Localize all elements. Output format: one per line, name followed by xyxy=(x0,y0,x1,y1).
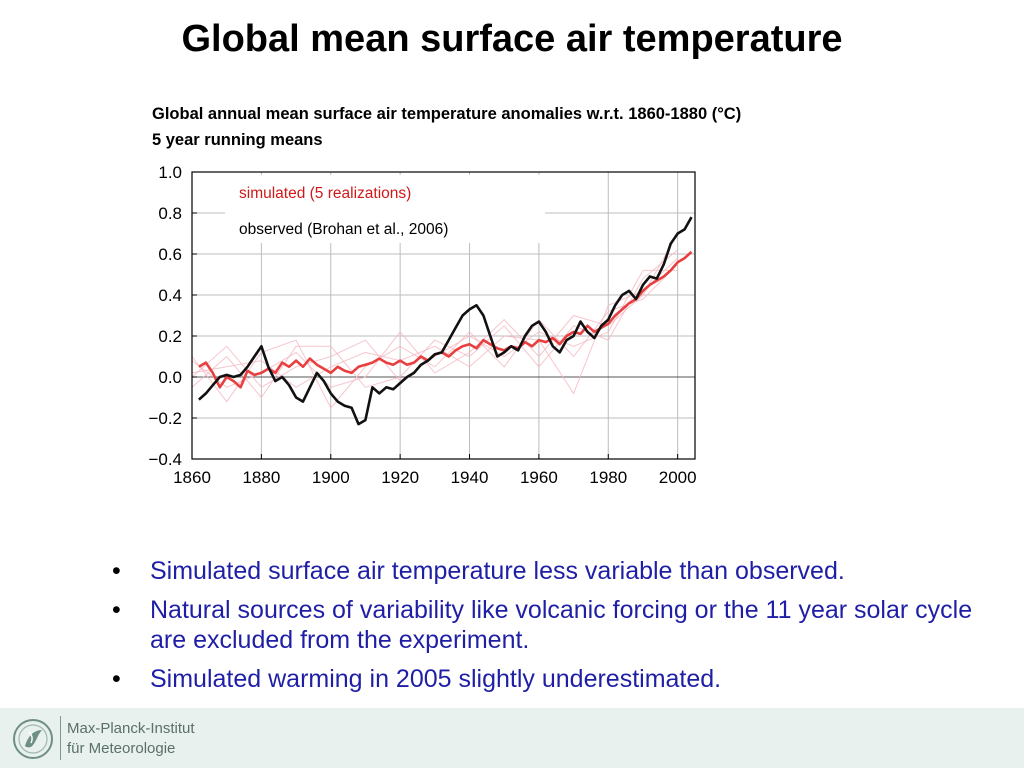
y-tick-label: 0.2 xyxy=(158,327,182,346)
x-tick-label: 1920 xyxy=(381,468,419,487)
chart-subtitle: 5 year running means xyxy=(152,131,323,149)
simulated-line xyxy=(198,250,693,389)
x-tick-label: 1880 xyxy=(242,468,280,487)
bullet-marker: • xyxy=(112,557,121,585)
legend-background xyxy=(225,175,545,243)
y-tick-label: 1.0 xyxy=(158,163,182,182)
series xyxy=(198,216,693,426)
institute-name-line1: Max-Planck-Institut xyxy=(67,720,195,737)
plot-frame xyxy=(191,171,696,460)
bullet-item: • Simulated warming in 2005 slightly und… xyxy=(112,664,992,694)
y-tick-label: 0.6 xyxy=(158,245,182,264)
slide-title: Global mean surface air temperature xyxy=(181,18,843,60)
realization-line-1 xyxy=(191,263,679,409)
bullet-marker: • xyxy=(112,596,121,624)
legend-entry-observed: observed (Brohan et al., 2006) xyxy=(239,221,448,238)
y-tick-label: −0.2 xyxy=(148,409,182,428)
observed-line xyxy=(198,216,693,426)
bullet-item: • Natural sources of variability like vo… xyxy=(112,595,992,655)
realization-line-4 xyxy=(191,233,679,388)
realization-line-5 xyxy=(191,269,678,388)
chart-title-block: Global annual mean surface air temperatu… xyxy=(152,101,741,153)
institute-name: Max-Planck-Institut für Meteorologie xyxy=(67,719,195,759)
bullet-text: Natural sources of variability like volc… xyxy=(150,596,973,654)
bullet-text: Simulated surface air temperature less v… xyxy=(150,557,845,585)
legend-entry-simulated: simulated (5 realizations) xyxy=(239,185,411,202)
footer-divider xyxy=(60,716,61,760)
chart-title: Global annual mean surface air temperatu… xyxy=(152,105,742,123)
minerva-logo-icon xyxy=(13,719,53,759)
bullet-item: • Simulated surface air temperature less… xyxy=(112,556,992,586)
tick-labels: 1860 1880 1900 1920 1940 1960 1980 2000 1.0 0.8 0.… xyxy=(148,163,696,487)
x-tick-label: 1960 xyxy=(520,468,558,487)
bullet-text: Simulated warming in 2005 slightly under… xyxy=(150,665,722,693)
institute-name-line2: für Meteorologie xyxy=(67,740,176,757)
y-tick-label: 0.0 xyxy=(158,368,182,387)
x-tick-label: 1860 xyxy=(173,468,211,487)
bullet-list: • Simulated surface air temperature less… xyxy=(112,556,992,703)
x-tick-label: 2000 xyxy=(659,468,697,487)
x-tick-label: 1940 xyxy=(451,468,489,487)
footer-bar: Max-Planck-Institut für Meteorologie xyxy=(0,708,1024,768)
x-tick-label: 1900 xyxy=(312,468,350,487)
y-tick-label: 0.4 xyxy=(158,286,182,305)
y-tick-label: 0.8 xyxy=(158,204,182,223)
bullet-marker: • xyxy=(112,665,121,693)
x-tick-label: 1980 xyxy=(589,468,627,487)
y-tick-label: −0.4 xyxy=(148,450,182,469)
realizations xyxy=(191,233,679,409)
